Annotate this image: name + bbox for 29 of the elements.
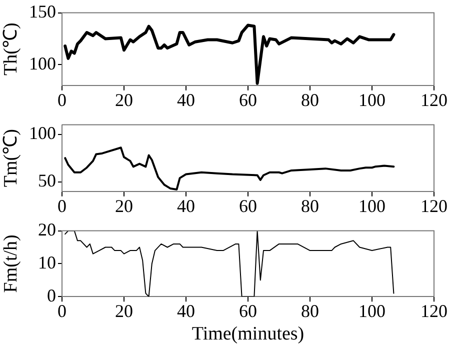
x-tick-label: 20 <box>115 301 133 322</box>
y-axis-title: Fm(t/h) <box>0 234 22 293</box>
x-tick-label: 40 <box>177 196 195 216</box>
x-tick-label: 80 <box>301 196 319 216</box>
y-tick-label: 150 <box>29 2 56 22</box>
x-tick-label: 100 <box>358 196 386 216</box>
y-tick-label: 20 <box>38 220 56 240</box>
y-tick-label: 50 <box>38 170 56 191</box>
y-tick-label: 0 <box>47 285 56 306</box>
y-axis-title: Tm(℃) <box>0 129 22 188</box>
x-tick-label: 120 <box>420 90 448 110</box>
x-tick-label: 20 <box>115 196 133 216</box>
x-tick-label: 60 <box>239 196 257 216</box>
x-tick-label: 40 <box>177 301 195 322</box>
x-tick-label: 60 <box>239 301 257 322</box>
x-tick-label: 20 <box>115 90 133 110</box>
x-tick-label: 100 <box>358 90 386 110</box>
x-axis-title: Time(minutes) <box>192 324 304 345</box>
y-tick-label: 100 <box>29 123 56 144</box>
y-tick-label: 10 <box>38 252 56 272</box>
x-tick-label: 60 <box>239 90 257 110</box>
x-tick-label: 40 <box>177 90 195 110</box>
y-axis-title: Th(℃) <box>0 22 22 76</box>
x-tick-label: 120 <box>420 301 448 322</box>
x-tick-label: 120 <box>420 196 448 216</box>
y-tick-label: 100 <box>29 53 56 74</box>
x-tick-label: 100 <box>358 301 386 322</box>
x-tick-label: 80 <box>301 90 319 110</box>
x-tick-label: 80 <box>301 301 319 322</box>
